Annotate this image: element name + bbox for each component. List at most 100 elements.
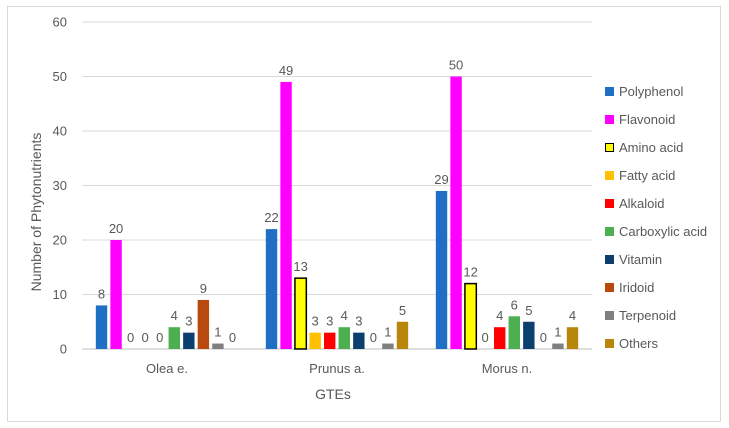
y-tick-label: 30: [53, 178, 67, 193]
legend-swatch: [605, 339, 614, 349]
gridlines: [82, 21, 592, 350]
y-tick-label: 50: [53, 69, 67, 84]
bar: [464, 282, 478, 350]
data-label: 3: [355, 314, 362, 329]
y-tick-label: 60: [53, 15, 67, 30]
x-axis-title: GTEs: [315, 386, 351, 402]
legend-label: Carboxylic acid: [619, 224, 708, 240]
legend-label: Vitamin: [619, 252, 663, 268]
legend-item: Amino acid: [605, 133, 707, 161]
data-label: 13: [293, 259, 307, 274]
data-label: 0: [229, 330, 236, 345]
legend-swatch: [605, 255, 614, 265]
data-label: 20: [109, 221, 123, 236]
data-label: 4: [496, 308, 503, 323]
data-label: 0: [156, 330, 163, 345]
legend-label: Iridoid: [619, 280, 655, 296]
bar: [494, 327, 506, 349]
legend-label: Polyphenol: [619, 83, 684, 99]
x-tick-label: Morus n.: [482, 361, 533, 376]
legend-item: Iridoid: [605, 274, 707, 302]
data-label: 0: [127, 330, 134, 345]
data-label: 4: [341, 308, 348, 323]
data-label: 4: [171, 308, 178, 323]
data-label: 12: [463, 265, 477, 280]
legend-label: Others: [619, 336, 659, 352]
x-axis-ticks: Olea e. Prunus a. Morus n.: [146, 361, 532, 376]
data-label: 0: [540, 330, 547, 345]
bar: [353, 332, 365, 349]
legend-item: Flavonoid: [605, 105, 707, 133]
legend-swatch: [605, 86, 614, 96]
data-label: 5: [399, 303, 406, 318]
data-label: 5: [525, 303, 532, 318]
legend: Polyphenol Flavonoid Amino acid Fatty acid A…: [605, 77, 707, 358]
legend-label: Flavonoid: [619, 111, 676, 127]
chart-frame: [7, 6, 721, 422]
bars: [95, 76, 579, 350]
bar: [197, 299, 210, 349]
y-tick-label: 40: [53, 124, 67, 139]
legend-item: Vitamin: [605, 246, 707, 274]
legend-item: Carboxylic acid: [605, 217, 707, 245]
bar: [212, 343, 224, 349]
legend-swatch: [605, 311, 614, 321]
legend-label: Amino acid: [619, 139, 684, 155]
data-label: 29: [434, 172, 448, 187]
data-label: 8: [98, 286, 105, 301]
legend-swatch: [605, 227, 614, 237]
data-label: 1: [554, 325, 561, 340]
bar: [338, 327, 350, 349]
bar: [183, 332, 195, 349]
y-tick-label: 0: [60, 342, 67, 357]
x-tick-label: Prunus a.: [309, 361, 365, 376]
bar: [508, 316, 520, 349]
data-label: 1: [384, 325, 391, 340]
data-label: 0: [370, 330, 377, 345]
data-label: 50: [449, 58, 463, 73]
data-label: 0: [482, 330, 489, 345]
bar: [168, 327, 180, 349]
bar: [280, 81, 292, 349]
data-label: 3: [326, 314, 333, 329]
y-axis-title: Number of Phytonutrients: [28, 133, 44, 292]
data-label: 6: [511, 297, 518, 312]
x-tick-label: Olea e.: [146, 361, 188, 376]
legend-swatch: [605, 283, 614, 293]
y-tick-label: 20: [53, 233, 67, 248]
data-label: 9: [200, 281, 207, 296]
bar: [382, 343, 394, 349]
data-label: 22: [264, 210, 278, 225]
bar: [95, 305, 108, 349]
data-label: 3: [185, 314, 192, 329]
legend-label: Terpenoid: [619, 308, 677, 324]
bar: [435, 190, 448, 349]
y-axis-ticks: 0 10 20 30 40 50 60: [53, 15, 67, 357]
bar: [309, 332, 321, 349]
legend-item: Alkaloid: [605, 189, 707, 217]
bar: [294, 277, 308, 350]
bar: [265, 229, 278, 349]
data-label: 1: [214, 325, 221, 340]
data-label: 4: [569, 308, 576, 323]
data-label: 0: [142, 330, 149, 345]
legend-swatch: [605, 142, 614, 152]
bar: [324, 332, 336, 349]
bar: [110, 240, 122, 349]
legend-swatch: [605, 198, 614, 208]
legend-swatch: [605, 114, 614, 124]
legend-label: Fatty acid: [619, 167, 676, 183]
bar: [566, 327, 579, 349]
data-label: 49: [279, 63, 293, 78]
bar: [450, 76, 462, 349]
data-label: 3: [312, 314, 319, 329]
legend-label: Alkaloid: [619, 195, 665, 211]
bar: [396, 321, 409, 349]
bar: [552, 343, 564, 349]
legend-item: Terpenoid: [605, 302, 707, 330]
y-tick-label: 10: [53, 287, 67, 302]
legend-item: Polyphenol: [605, 77, 707, 105]
legend-swatch: [605, 170, 614, 180]
